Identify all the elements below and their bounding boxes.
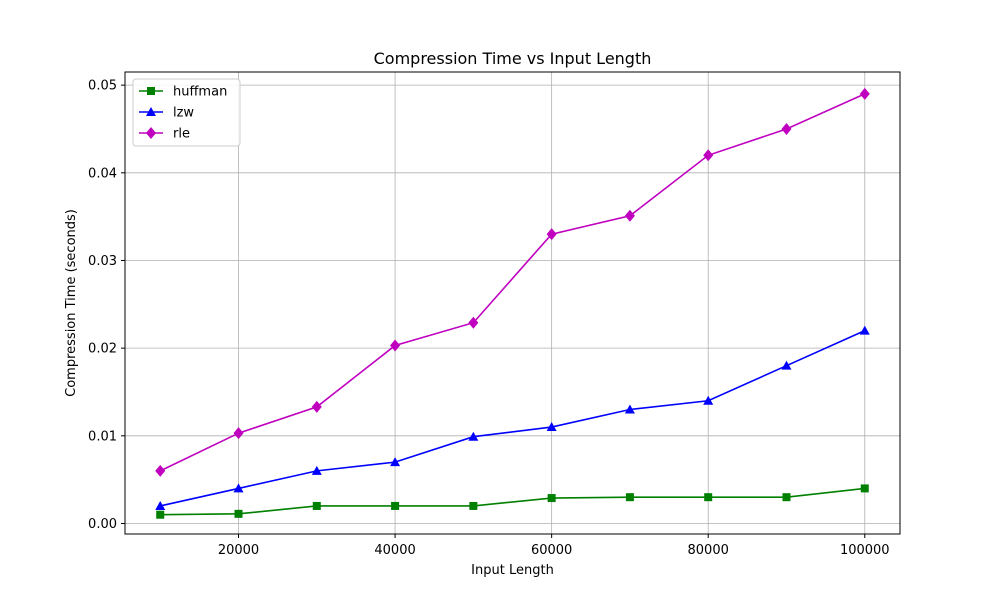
lzw-point — [546, 422, 557, 432]
huffman-point — [782, 493, 791, 502]
y-tick-label: 0.00 — [88, 517, 117, 532]
legend-marker — [146, 107, 156, 116]
y-tick-label: 0.04 — [88, 166, 117, 181]
huffman-point — [312, 501, 321, 510]
legend-marker — [147, 87, 155, 95]
huffman-point — [625, 493, 634, 502]
huffman-line — [160, 487, 865, 516]
y-tick-label: 0.01 — [88, 429, 117, 444]
legend-label: rle — [173, 127, 190, 142]
huffman-point — [704, 493, 713, 502]
lzw-point — [859, 325, 870, 335]
x-tick-label: 20000 — [218, 543, 259, 558]
legend-entry-lzw: lzw — [139, 106, 194, 121]
y-tick-label: 0.02 — [88, 342, 117, 357]
legend: huffman lzw rle — [132, 78, 241, 147]
rle-point — [624, 209, 635, 222]
huffman-point — [391, 501, 400, 510]
x-tick-label: 100000 — [840, 543, 890, 558]
huffman-point — [234, 509, 243, 518]
rle-point — [155, 464, 166, 477]
series-huffman — [156, 484, 869, 519]
lzw-point — [390, 457, 401, 467]
lzw-point — [781, 360, 792, 370]
huffman-point — [860, 484, 869, 493]
legend-entry-rle: rle — [139, 127, 190, 142]
huffman-point — [469, 501, 478, 510]
lzw-point — [311, 465, 322, 475]
legend-label: huffman — [173, 85, 227, 100]
lzw-point — [624, 404, 635, 414]
rle-point — [703, 149, 714, 162]
lzw-point — [703, 395, 714, 405]
grid-layer — [125, 72, 900, 534]
rle-point — [390, 339, 401, 352]
rle-point — [546, 228, 557, 241]
lzw-point — [233, 483, 244, 493]
huffman-point — [547, 494, 556, 503]
legend-entry-huffman: huffman — [139, 85, 227, 100]
legend-frame — [132, 78, 241, 147]
x-tick-label: 60000 — [531, 543, 572, 558]
rle-point — [311, 400, 322, 413]
series-lzw — [155, 325, 870, 510]
legend-label: lzw — [173, 106, 194, 121]
y-tick-label: 0.03 — [88, 254, 117, 269]
y-tick-label: 0.05 — [88, 79, 117, 94]
lzw-point — [155, 500, 166, 510]
x-axis-label: Input Length — [471, 563, 554, 578]
lzw-point — [468, 431, 479, 441]
chart-title: Compression Time vs Input Length — [374, 49, 652, 68]
tick-layer: 20000 40000 60000 80000 100000 0.00 0.01 0.02 0.… — [88, 79, 890, 558]
rle-point — [859, 87, 870, 100]
rle-point — [468, 316, 479, 329]
x-tick-label: 80000 — [688, 543, 729, 558]
y-axis-label: Compression Time (seconds) — [64, 209, 79, 397]
rle-point — [233, 427, 244, 440]
rle-line — [159, 93, 866, 472]
legend-marker — [146, 127, 156, 139]
series-layer — [155, 87, 870, 519]
x-tick-label: 40000 — [374, 543, 415, 558]
rle-point — [781, 122, 792, 135]
lzw-line — [160, 329, 866, 507]
plot-area-frame — [124, 71, 901, 535]
series-rle — [155, 87, 870, 477]
huffman-point — [156, 510, 165, 519]
